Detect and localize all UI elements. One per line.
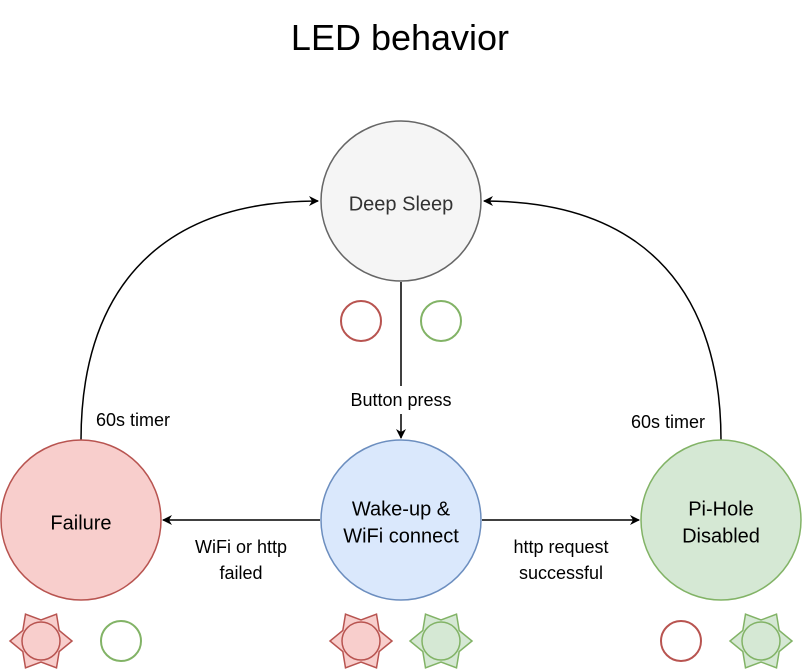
label-http-success-line1: http request [513, 537, 608, 557]
led-deep-sleep-red-icon [340, 300, 382, 342]
label-button-press: Button press [350, 390, 451, 410]
led-off-ring [100, 620, 142, 662]
node-pihole: Pi-Hole Disabled [640, 439, 802, 601]
led-off-ring [340, 300, 382, 342]
label-failure-timer: 60s timer [96, 410, 170, 430]
node-failure: Failure [0, 439, 162, 601]
led-off-ring [660, 620, 702, 662]
edge-failure-to-sleep [80, 196, 319, 441]
deep-sleep-label: Deep Sleep [349, 193, 454, 215]
led-failure-green-icon [100, 620, 142, 662]
led-deep-sleep-green-icon [420, 300, 462, 342]
led-wakeup-red-icon [328, 613, 394, 669]
led-core [421, 621, 461, 661]
edge-pihole-to-sleep [483, 196, 722, 441]
pihole-label-line1: Pi-Hole [688, 498, 754, 520]
node-wakeup: Wake-up & WiFi connect [320, 439, 482, 601]
pihole-label-line2: Disabled [682, 525, 760, 547]
label-wifi-failed-line1: WiFi or http [195, 537, 287, 557]
label-wifi-failed-line2: failed [219, 563, 262, 583]
diagram-title: LED behavior [291, 17, 509, 58]
led-core [21, 621, 61, 661]
led-core [741, 621, 781, 661]
wakeup-label-line2: WiFi connect [343, 525, 459, 547]
led-wakeup-green-icon [408, 613, 474, 669]
label-pihole-timer: 60s timer [631, 412, 705, 432]
button-press-label-bg [336, 386, 466, 414]
led-core [341, 621, 381, 661]
wakeup-label-line1: Wake-up & [352, 498, 451, 520]
led-failure-red-icon [8, 613, 74, 669]
label-http-success-line2: successful [519, 563, 603, 583]
led-pihole-red-icon [660, 620, 702, 662]
node-deep-sleep: Deep Sleep [320, 120, 482, 282]
led-off-ring [420, 300, 462, 342]
led-pihole-green-icon [728, 613, 794, 669]
failure-label: Failure [50, 512, 111, 534]
